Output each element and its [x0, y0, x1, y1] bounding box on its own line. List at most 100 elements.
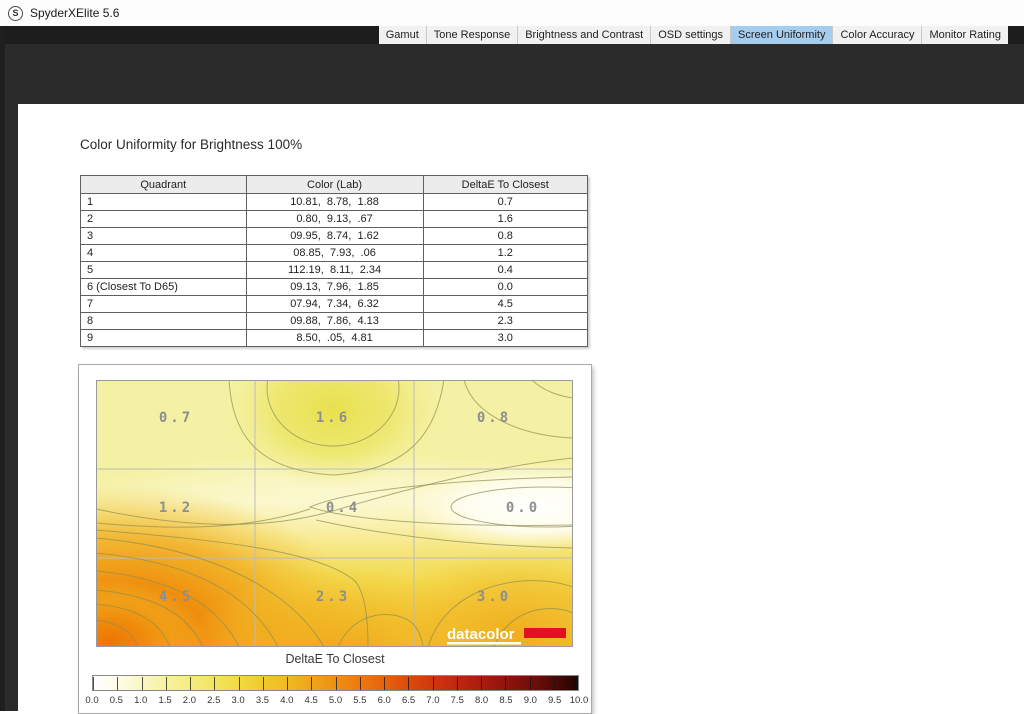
colorbar-tick-label: 2.5: [207, 695, 221, 706]
cell-color-lab: 09.88, 7.86, 4.13: [245, 312, 424, 330]
cell-value-q5: 0.4: [326, 500, 360, 516]
colorbar-tick: [505, 677, 507, 690]
tab-osd-settings[interactable]: OSD settings: [651, 26, 732, 44]
cell-value-q8: 2.3: [316, 589, 350, 605]
tab-screen-uniformity[interactable]: Screen Uniformity: [731, 26, 834, 44]
tab-color-accuracy[interactable]: Color Accuracy: [833, 26, 923, 44]
colorbar-tick-label: 3.0: [231, 695, 245, 706]
colorbar-tick-label: 1.0: [134, 695, 148, 706]
table-row: 2 0.80, 9.13, .67 1.6: [80, 210, 589, 228]
cell-quadrant: 9: [80, 329, 247, 347]
colorbar-tick-label: 6.0: [377, 695, 391, 706]
cell-value-q7: 4.5: [159, 589, 193, 605]
tab-tone-response[interactable]: Tone Response: [426, 26, 519, 44]
cell-value-q3: 0.8: [477, 410, 511, 426]
cell-value-q2: 1.6: [316, 410, 350, 426]
colorbar-tick-label: 8.0: [474, 695, 489, 706]
cell-deltae: 1.2: [422, 244, 589, 262]
page-title: Color Uniformity for Brightness 100%: [80, 137, 303, 152]
cell-color-lab: 07.94, 7.34, 6.32: [245, 295, 424, 313]
colorbar-tick-label: 10.0: [569, 695, 589, 706]
table-row: 7 07.94, 7.34, 6.32 4.5: [80, 295, 589, 313]
table-header-row: Quadrant Color (Lab) DeltaE To Closest: [80, 175, 589, 194]
app-logo-icon: S: [8, 5, 23, 21]
colorbar-tick: [553, 677, 555, 690]
title-bar: S SpyderXElite 5.6: [0, 0, 1024, 26]
colorbar-tick: [287, 677, 288, 690]
colorbar-tick-label: 0.0: [85, 695, 99, 706]
cell-quadrant: 8: [80, 312, 247, 330]
header-color-lab: Color (Lab): [245, 175, 424, 194]
colorbar-tick-label: 6.5: [401, 695, 416, 706]
colorbar-title: DeltaE To Closest: [285, 652, 385, 666]
colorbar: [92, 675, 579, 691]
datacolor-logo: datacolor: [447, 626, 566, 645]
colorbar-tick: [481, 677, 482, 690]
cell-color-lab: 08.85, 7.93, .06: [245, 244, 424, 262]
colorbar-tick-label: 5.5: [353, 695, 367, 706]
report-panel: Color Uniformity for Brightness 100% Qua…: [18, 104, 1024, 714]
colorbar-tick: [408, 677, 410, 690]
cell-deltae: 2.3: [422, 312, 589, 330]
colorbar-tick-label: 0.5: [109, 695, 123, 706]
cell-quadrant: 1: [80, 193, 247, 211]
cell-color-lab: 0.80, 9.13, .67: [245, 210, 424, 228]
colorbar-tick: [93, 677, 94, 690]
colorbar-tick-label: 4.0: [280, 695, 294, 706]
cell-value-q6: 0.0: [506, 500, 540, 516]
window-left-edge: [0, 26, 5, 711]
datacolor-logo-redbar: [524, 628, 566, 638]
tab-bar: Gamut Tone Response Brightness and Contras…: [378, 26, 1008, 44]
colorbar-tick: [165, 677, 167, 690]
cell-value-q4: 1.2: [159, 500, 193, 516]
tab-brightness-and-contrast[interactable]: Brightness and Contrast: [518, 26, 652, 44]
cell-value-q1: 0.7: [159, 410, 193, 426]
cell-quadrant: 6 (Closest To D65): [80, 278, 247, 296]
colorbar-tick: [117, 677, 119, 690]
colorbar-tick-label: 9.5: [548, 695, 562, 706]
cell-deltae: 0.4: [422, 261, 589, 279]
colorbar-tick-label: 5.0: [328, 695, 343, 706]
app-background: Gamut Tone Response Brightness and Contras…: [0, 26, 1024, 714]
colorbar-tick: [335, 677, 337, 690]
colorbar-tick: [359, 677, 361, 690]
window-title: SpyderXElite 5.6: [30, 6, 120, 20]
table-row: 6 (Closest To D65) 09.13, 7.96, 1.85 0.0: [80, 278, 589, 296]
cell-deltae: 3.0: [422, 329, 589, 347]
quadrant-value-labels: 0.7 1.6 0.8 1.2 0.4 0.0 4.5 2.3 3.0: [159, 410, 540, 605]
colorbar-tick: [262, 677, 264, 690]
cell-deltae: 0.8: [422, 227, 589, 245]
heatmap-card: 0.7 1.6 0.8 1.2 0.4 0.0 4.5 2.3 3.0 data…: [78, 364, 592, 714]
header-deltae: DeltaE To Closest: [422, 175, 589, 194]
cell-color-lab: 09.95, 8.74, 1.62: [245, 227, 424, 245]
colorbar-tick-label: 3.5: [255, 695, 270, 706]
colorbar-tick-label: 4.5: [304, 695, 318, 706]
cell-quadrant: 2: [80, 210, 247, 228]
colorbar-tick: [456, 677, 458, 690]
colorbar-tick: [384, 677, 385, 690]
colorbar-tick-labels: 0.0 0.5 1.0 1.5 2.0 2.5 3.0 3.5 4.0 4.5 5.0 5.5 6.0 6…: [85, 695, 588, 707]
cell-deltae: 0.7: [422, 193, 589, 211]
tab-gamut[interactable]: Gamut: [378, 26, 427, 44]
cell-deltae: 0.0: [422, 278, 589, 296]
colorbar-tick-label: 9.0: [523, 695, 537, 706]
colorbar-tick-label: 8.5: [499, 695, 513, 706]
cell-color-lab: 8.50, .05, 4.81: [245, 329, 424, 347]
cell-quadrant: 3: [80, 227, 247, 245]
table-row: 9 8.50, .05, 4.81 3.0: [80, 329, 589, 347]
cell-quadrant: 5: [80, 261, 247, 279]
uniformity-table: Quadrant Color (Lab) DeltaE To Closest 1…: [80, 175, 589, 347]
colorbar-tick: [311, 677, 313, 690]
uniformity-table-body: 1 10.81, 8.78, 1.88 0.7 2 0.80, 9.13, .67 1.6…: [80, 193, 589, 347]
cell-quadrant: 4: [80, 244, 247, 262]
window-bottom-edge: [0, 711, 18, 714]
colorbar-tick: [576, 677, 577, 690]
table-row: 4 08.85, 7.93, .06 1.2: [80, 244, 589, 262]
colorbar-tick-label: 7.5: [450, 695, 464, 706]
tab-monitor-rating[interactable]: Monitor Rating: [922, 26, 1008, 44]
colorbar-tick: [238, 677, 240, 690]
header-quadrant: Quadrant: [80, 175, 247, 194]
table-row: 3 09.95, 8.74, 1.62 0.8: [80, 227, 589, 245]
cell-quadrant: 7: [80, 295, 247, 313]
